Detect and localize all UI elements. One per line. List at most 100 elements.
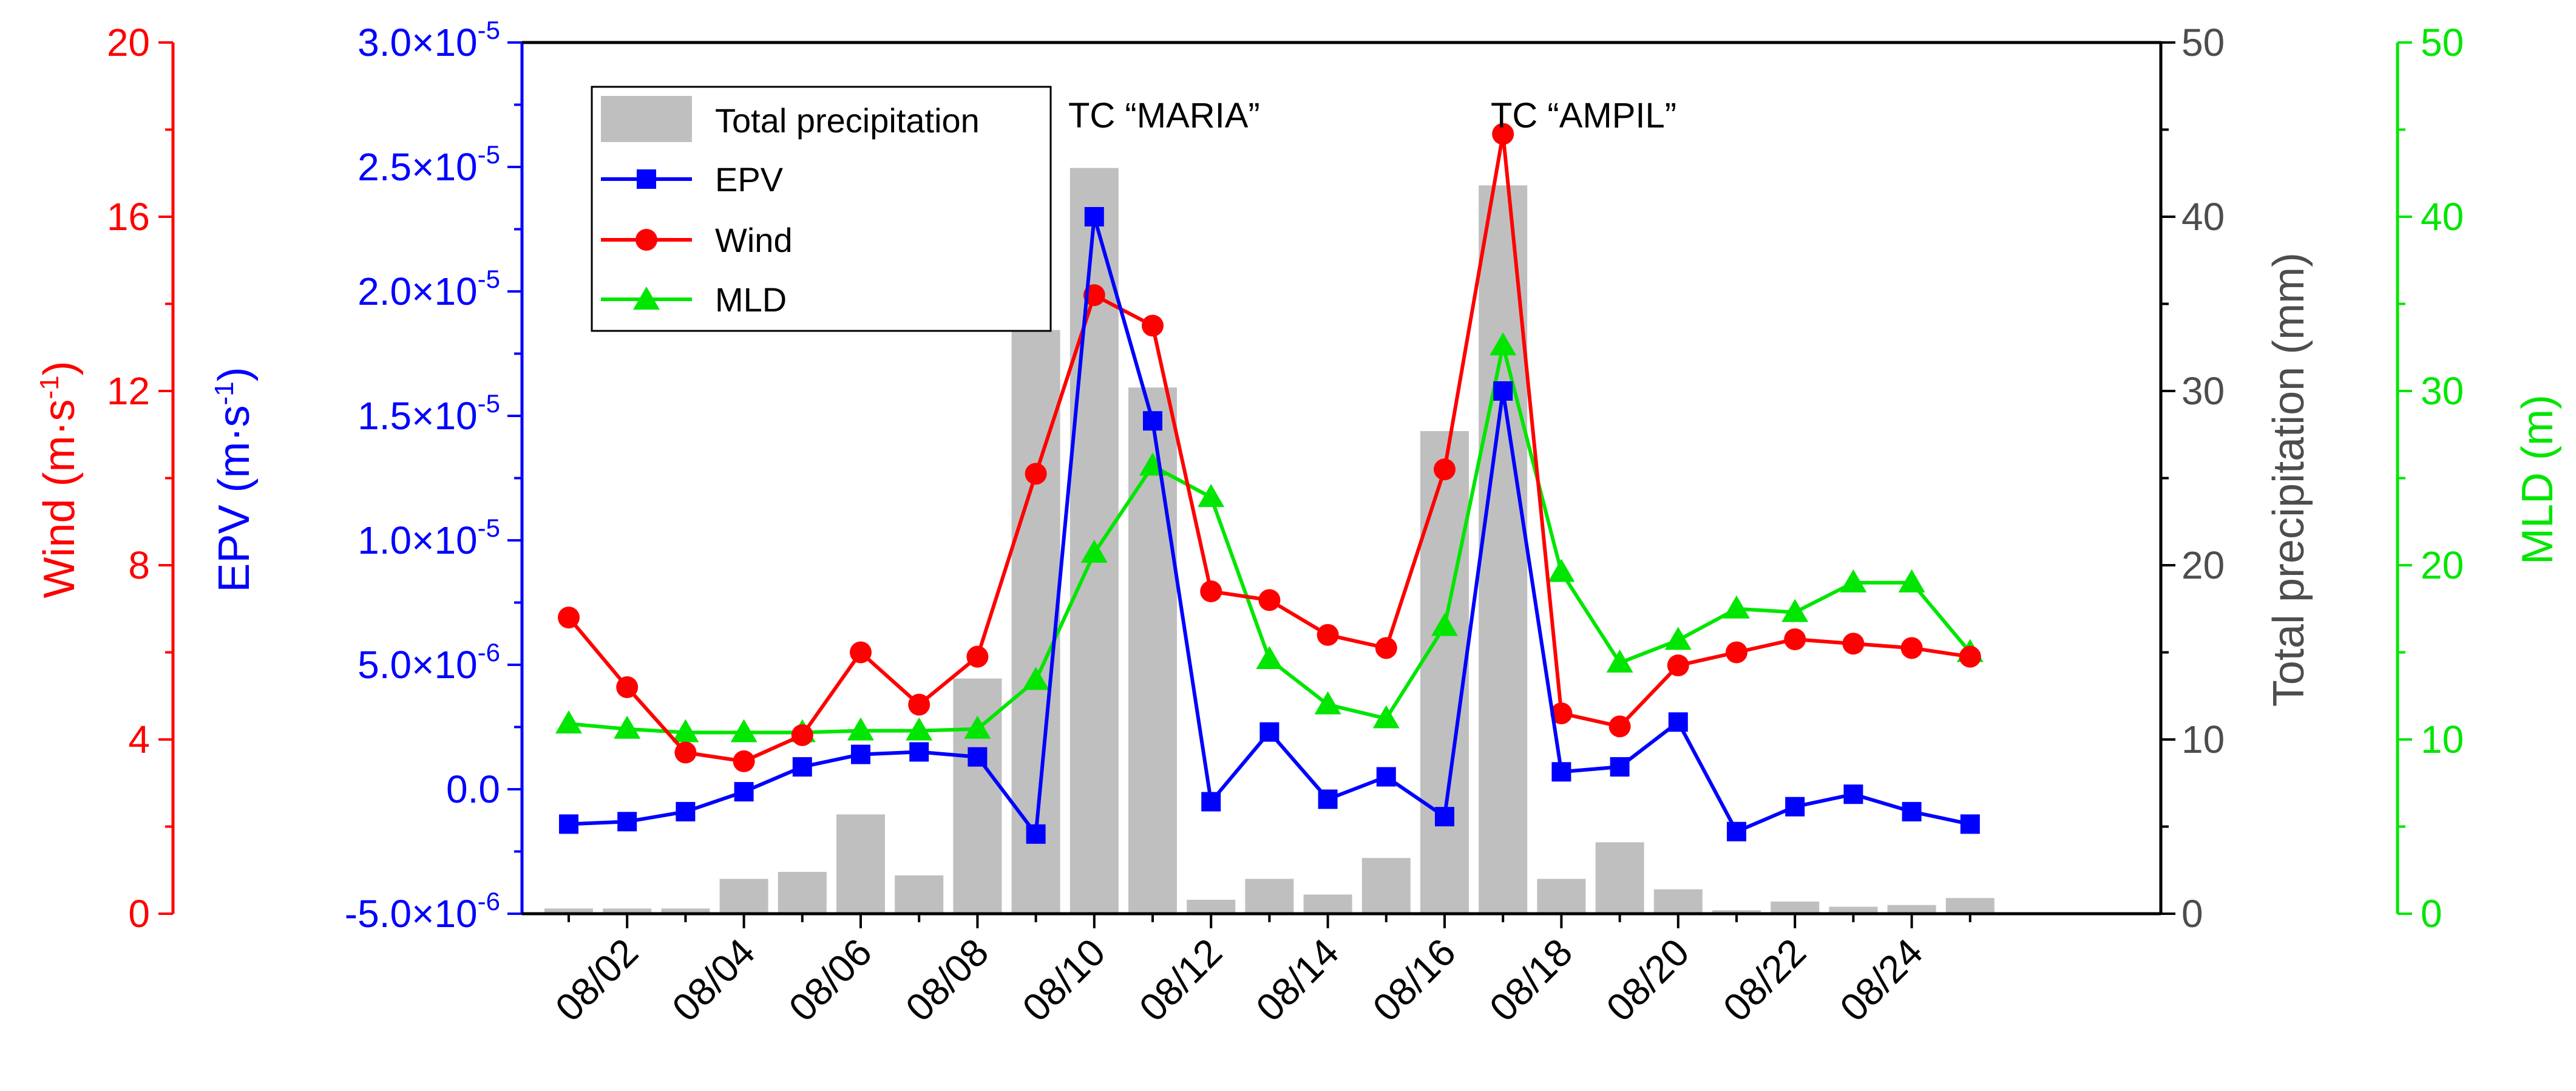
precip-bar-08/18 <box>1537 879 1586 914</box>
epv-tick-label-7: 3.0×10-5 <box>358 16 500 64</box>
precip-bar-08/24 <box>1887 905 1936 914</box>
precip-bar-08/16 <box>1420 431 1469 914</box>
wind-point-08/13 <box>1258 589 1281 611</box>
epv-point-08/06 <box>851 744 870 764</box>
epv-axis-title: EPV (m·s-1) <box>209 367 259 592</box>
mld-point-08/03 <box>672 719 699 743</box>
epv-tick-label-4: 1.5×10-5 <box>358 389 500 438</box>
mld-point-08/20 <box>1664 627 1692 650</box>
x-tick-label-08/12: 08/12 <box>1131 930 1230 1030</box>
mld-point-08/21 <box>1723 595 1750 619</box>
mld-tick-label-30: 30 <box>2421 369 2464 413</box>
axes: 0 4 8 12 16 20 0 10 20 30 40 50 0 10 20 30 40 50 -5.0×10-6… <box>107 16 2464 936</box>
wind-tick-label-8: 8 <box>128 543 150 587</box>
x-tick-label-08/02: 08/02 <box>547 930 646 1030</box>
x-tick-label-08/22: 08/22 <box>1715 930 1814 1030</box>
epv-point-08/01 <box>559 814 578 834</box>
epv-tick-label-3: 1.0×10-5 <box>358 514 500 562</box>
wind-point-08/06 <box>850 641 872 664</box>
legend-label-wind: Wind <box>715 221 793 259</box>
epv-point-08/22 <box>1785 797 1805 817</box>
x-tick-label-08/20: 08/20 <box>1598 930 1698 1030</box>
wind-point-08/22 <box>1784 628 1806 650</box>
epv-point-08/05 <box>792 757 812 777</box>
annotation-ampil: TC “AMPIL” <box>1491 96 1676 135</box>
mld-tick-label-50: 50 <box>2421 21 2464 64</box>
wind-point-08/21 <box>1726 641 1747 664</box>
epv-point-08/11 <box>1143 411 1162 431</box>
mld-tick-label-20: 20 <box>2421 543 2464 587</box>
mld-tick-label-40: 40 <box>2421 195 2464 239</box>
epv-point-08/18 <box>1551 762 1571 782</box>
precip-tick-label-10: 10 <box>2181 718 2225 761</box>
x-tick-label-08/18: 08/18 <box>1481 930 1581 1030</box>
x-axis-tick-labels: 08/02 08/04 08/06 08/08 08/10 08/12 08/14 08/16… <box>547 930 1931 1030</box>
wind-tick-label-4: 4 <box>128 718 150 761</box>
mld-point-08/12 <box>1198 484 1225 508</box>
precip-tick-label-0: 0 <box>2181 892 2203 936</box>
x-tick-label-08/24: 08/24 <box>1831 930 1931 1030</box>
wind-point-08/02 <box>616 676 639 698</box>
precip-bar-08/04 <box>719 879 768 914</box>
precip-axis-title: Total precipitation (mm) <box>2265 253 2313 707</box>
mld-point-08/10 <box>1080 539 1108 563</box>
mld-point-08/24 <box>1898 569 1925 593</box>
wind-axis-title: Wind (m·s-1) <box>35 361 84 598</box>
mld-point-08/14 <box>1314 691 1341 715</box>
epv-tick-label-5: 2.0×10-5 <box>358 265 500 313</box>
epv-tick-label-0: -5.0×10-6 <box>345 887 500 936</box>
wind-tick-label-20: 20 <box>107 21 150 64</box>
mld-point-08/17 <box>1490 332 1517 356</box>
epv-point-08/15 <box>1376 767 1396 787</box>
legend-label-mld: MLD <box>715 280 787 319</box>
mld-point-08/22 <box>1781 599 1809 622</box>
wind-point-08/18 <box>1550 702 1573 724</box>
precip-bar-08/15 <box>1361 858 1411 914</box>
epv-point-08/12 <box>1201 792 1221 812</box>
wind-point-08/20 <box>1667 654 1689 677</box>
epv-point-08/14 <box>1318 789 1338 809</box>
epv-point-08/02 <box>617 812 637 832</box>
precip-tick-label-30: 30 <box>2181 369 2225 413</box>
wind-point-08/03 <box>674 741 697 764</box>
mld-point-08/07 <box>906 717 933 741</box>
series-lines <box>555 123 1984 844</box>
precip-bar-08/05 <box>778 872 827 914</box>
x-tick-label-08/06: 08/06 <box>781 930 880 1030</box>
epv-point-08/04 <box>734 782 754 802</box>
precip-bar-08/13 <box>1245 879 1294 914</box>
wind-point-08/01 <box>558 607 580 629</box>
precip-bar-08/21 <box>1712 910 1761 914</box>
annotation-maria: TC “MARIA” <box>1068 96 1260 135</box>
precip-bar-08/07 <box>895 875 944 914</box>
precip-bar-08/25 <box>1945 898 1995 914</box>
mld-tick-label-10: 10 <box>2421 718 2464 761</box>
x-tick-label-08/16: 08/16 <box>1364 930 1464 1030</box>
epv-point-08/07 <box>909 742 929 762</box>
precip-bar-08/14 <box>1303 894 1352 914</box>
precip-tick-label-50: 50 <box>2181 21 2225 64</box>
mld-point-08/06 <box>847 717 874 741</box>
legend-label-epv: EPV <box>715 160 784 199</box>
epv-point-08/13 <box>1259 722 1280 742</box>
wind-point-08/24 <box>1900 637 1923 659</box>
precip-bar-08/03 <box>661 908 710 914</box>
mld-point-08/18 <box>1548 559 1575 582</box>
wind-point-08/04 <box>733 750 755 772</box>
epv-point-08/24 <box>1902 801 1922 821</box>
mld-point-08/16 <box>1431 613 1458 636</box>
wind-tick-label-12: 12 <box>107 369 150 413</box>
wind-point-08/16 <box>1434 458 1456 481</box>
epv-point-08/03 <box>676 801 696 821</box>
epv-point-08/09 <box>1026 824 1046 844</box>
wind-point-08/07 <box>908 693 930 716</box>
epv-point-08/20 <box>1668 712 1688 732</box>
mld-axis-title: MLD (m) <box>2513 395 2562 565</box>
epv-tick-label-2: 5.0×10-6 <box>358 638 500 687</box>
mld-point-08/19 <box>1606 649 1633 673</box>
precip-tick-label-20: 20 <box>2181 543 2225 587</box>
epv-point-08/25 <box>1960 814 1980 834</box>
precip-bar-08/02 <box>603 908 652 914</box>
wind-point-08/09 <box>1025 463 1047 485</box>
wind-point-08/15 <box>1375 637 1397 659</box>
